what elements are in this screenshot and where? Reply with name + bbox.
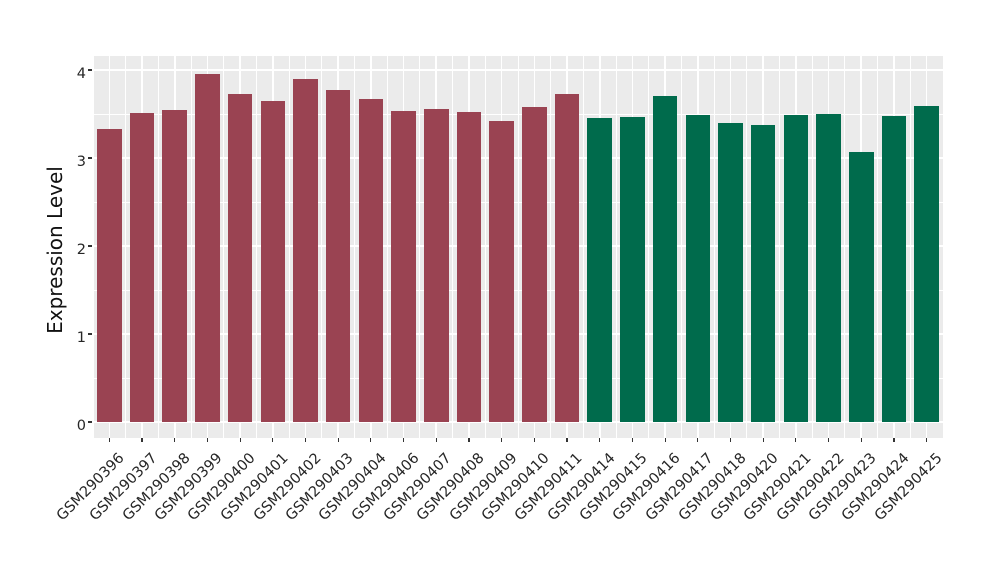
y-tick-label: 4	[76, 65, 86, 82]
x-axis-tick	[926, 438, 928, 442]
bar	[881, 115, 907, 422]
bar	[391, 111, 416, 422]
x-axis-tick	[599, 438, 601, 442]
x-axis-tick	[468, 438, 470, 442]
y-axis-tick	[88, 421, 92, 423]
x-axis-tick	[272, 438, 274, 442]
x-axis-tick	[631, 438, 633, 442]
gridline-minor-v	[92, 56, 94, 438]
y-axis-tick	[88, 157, 92, 159]
y-axis-tick	[88, 333, 92, 335]
gridline-minor-v	[452, 56, 454, 438]
gridline-minor-v	[844, 56, 846, 438]
gridline-minor-v	[746, 56, 748, 438]
gridline-minor-v	[125, 56, 127, 438]
bar	[424, 108, 449, 422]
x-axis-tick	[795, 438, 797, 442]
x-axis-tick	[108, 438, 110, 442]
x-axis-tick	[762, 438, 764, 442]
x-axis-tick	[893, 438, 895, 442]
y-axis-tick	[88, 245, 92, 247]
bar	[587, 118, 612, 422]
gridline-minor-v	[942, 56, 944, 438]
x-axis-tick	[664, 438, 666, 442]
bar	[325, 90, 351, 422]
x-axis-tick	[827, 438, 830, 442]
gridline-minor-v	[550, 56, 552, 438]
x-axis-tick	[206, 438, 208, 442]
bar	[554, 93, 580, 422]
bar	[750, 124, 776, 422]
gridline-minor-v	[648, 56, 650, 438]
x-axis-tick	[566, 438, 568, 442]
bar	[849, 151, 874, 422]
y-tick-label: 1	[76, 329, 86, 346]
x-axis-tick	[337, 438, 339, 442]
gridline-minor-v	[288, 56, 290, 438]
gridline-minor-v	[386, 56, 388, 438]
bar	[489, 121, 514, 422]
x-axis-tick	[533, 438, 535, 442]
gridline-minor-v	[157, 56, 159, 438]
gridline-minor-v	[713, 56, 715, 438]
gridline-minor-v	[354, 56, 355, 438]
y-tick-label: 2	[76, 241, 86, 258]
y-tick-label: 3	[76, 153, 86, 170]
bar	[816, 114, 841, 422]
gridline-minor-v	[419, 56, 421, 438]
bar	[129, 113, 155, 422]
bar	[522, 106, 547, 422]
gridline-minor-v	[681, 56, 682, 438]
bar	[783, 114, 809, 422]
gridline-minor-v	[256, 56, 257, 438]
bar	[260, 100, 286, 422]
x-axis-tick	[697, 438, 699, 442]
x-axis-tick	[174, 438, 176, 442]
gridline-minor-v	[877, 56, 879, 438]
gridline-minor-v	[909, 56, 911, 438]
bar	[652, 96, 678, 422]
x-axis-tick	[860, 438, 862, 442]
gridline-minor-v	[779, 56, 780, 438]
x-axis-tick	[435, 438, 437, 442]
bar	[293, 78, 318, 422]
plot-panel	[92, 56, 944, 438]
bar	[620, 116, 645, 422]
bar	[97, 128, 122, 422]
gridline-minor-v	[223, 56, 225, 438]
bar	[227, 93, 253, 422]
x-axis-tick	[370, 438, 372, 442]
bar	[195, 74, 220, 422]
gridline-minor-v	[321, 56, 323, 438]
gridline-minor-v	[190, 56, 192, 438]
bar	[456, 112, 482, 422]
x-axis-tick	[501, 438, 503, 442]
x-axis-tick	[141, 438, 143, 442]
bar	[358, 99, 384, 422]
gridline-minor-v	[582, 56, 584, 438]
bar	[685, 114, 711, 422]
x-axis-tick	[729, 438, 732, 442]
gridline-minor-v	[484, 56, 486, 438]
gridline-minor-v	[517, 56, 519, 438]
y-tick-label: 0	[76, 417, 86, 434]
bar	[914, 106, 939, 422]
y-axis-tick	[88, 69, 92, 71]
x-axis-tick	[304, 438, 307, 442]
x-axis-tick	[402, 438, 405, 442]
gridline-minor-v	[615, 56, 617, 438]
y-axis-title: Expression Level	[43, 166, 67, 334]
x-axis-tick	[239, 438, 241, 442]
gridline-minor-v	[811, 56, 813, 438]
bar	[162, 110, 187, 422]
bar	[718, 122, 743, 422]
